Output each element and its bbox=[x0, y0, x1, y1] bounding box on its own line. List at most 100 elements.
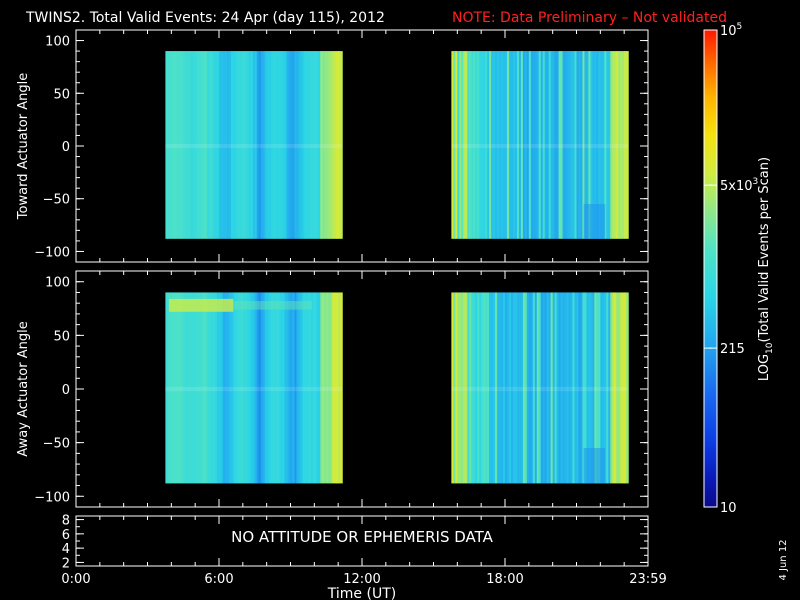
heatmap-column bbox=[226, 292, 230, 484]
heatmap-column bbox=[600, 292, 603, 484]
heatmap-column bbox=[211, 51, 214, 239]
heatmap-column bbox=[518, 51, 522, 239]
heatmap-column bbox=[236, 51, 240, 239]
heatmap-column bbox=[330, 292, 333, 484]
heatmap-column bbox=[193, 51, 196, 239]
heatmap-column bbox=[209, 292, 212, 484]
heatmap-column bbox=[526, 51, 530, 239]
heatmap-column bbox=[582, 51, 586, 239]
heatmap-column bbox=[240, 51, 244, 239]
heatmap-column bbox=[487, 51, 490, 239]
heatmap-column bbox=[608, 292, 611, 484]
heatmap-column bbox=[592, 51, 595, 239]
heatmap-column bbox=[191, 51, 194, 239]
zero-angle-seam bbox=[451, 386, 629, 392]
heatmap-column bbox=[554, 292, 558, 484]
heatmap-column bbox=[586, 292, 590, 484]
heatmap-column bbox=[219, 51, 222, 239]
heatmap-column bbox=[173, 51, 176, 239]
heatmap-column bbox=[199, 292, 202, 484]
heatmap-column bbox=[215, 292, 218, 484]
heatmap-column bbox=[483, 51, 486, 239]
heatmap-column bbox=[167, 292, 170, 484]
colorbar-tick-label: 5x103 bbox=[720, 177, 758, 194]
heatmap-column bbox=[264, 51, 268, 239]
heatmap-column bbox=[238, 292, 242, 484]
heatmap-column bbox=[252, 51, 256, 239]
heatmap-column bbox=[477, 292, 480, 484]
heatmap-column bbox=[286, 51, 290, 239]
y-tick-label: 100 bbox=[45, 35, 70, 50]
colorbar-label-rest: (Total Valid Events per Scan) bbox=[757, 157, 772, 343]
heatmap-column bbox=[524, 292, 528, 484]
heatmap-column bbox=[518, 292, 522, 484]
heatmap-column bbox=[250, 292, 254, 484]
heatmap-column bbox=[536, 292, 540, 484]
heatmap-column bbox=[608, 51, 611, 239]
heatmap-column bbox=[224, 292, 228, 484]
heatmap-column bbox=[250, 51, 254, 239]
heatmap-column bbox=[556, 292, 560, 484]
heatmap-column bbox=[230, 51, 234, 239]
heatmap-column bbox=[495, 51, 498, 239]
heatmap-column bbox=[451, 51, 454, 239]
heatmap-column bbox=[316, 51, 319, 239]
heatmap-column bbox=[534, 51, 538, 239]
heatmap-column bbox=[616, 51, 619, 239]
heatmap-column bbox=[177, 51, 180, 239]
heatmap-column bbox=[491, 292, 494, 484]
heatmap-column bbox=[336, 292, 339, 484]
heatmap-column bbox=[572, 292, 576, 484]
heatmap-column bbox=[481, 51, 484, 239]
colorbar-gradient bbox=[704, 30, 717, 507]
heatmap-column bbox=[298, 51, 302, 239]
heatmap-column bbox=[304, 51, 307, 239]
heatmap-column bbox=[314, 292, 317, 484]
heatmap-column bbox=[298, 292, 302, 484]
heatmap-column bbox=[626, 51, 629, 239]
heatmap-column bbox=[475, 292, 478, 484]
heatmap-column bbox=[540, 51, 544, 239]
heatmap-column bbox=[526, 292, 530, 484]
heatmap-column bbox=[497, 292, 500, 484]
heatmap-column bbox=[270, 292, 274, 484]
heatmap-column bbox=[582, 292, 586, 484]
heatmap-column bbox=[570, 292, 574, 484]
heatmap-column bbox=[248, 51, 252, 239]
heatmap-column bbox=[280, 292, 284, 484]
heatmap-column bbox=[207, 51, 210, 239]
x-tick-label: 18:00 bbox=[486, 572, 523, 587]
zero-angle-seam bbox=[451, 143, 629, 149]
heatmap-column bbox=[290, 51, 294, 239]
heatmap-column bbox=[596, 292, 599, 484]
heatmap-column bbox=[497, 51, 500, 239]
heatmap-column bbox=[294, 292, 298, 484]
heatmap-column bbox=[465, 51, 468, 239]
zero-angle-seam bbox=[165, 143, 343, 149]
heatmap-column bbox=[306, 51, 309, 239]
heatmap-column bbox=[308, 292, 311, 484]
heatmap-column bbox=[588, 51, 592, 239]
panel-away: 100 50 0 −50 −100 Away Actuator Angle bbox=[16, 270, 649, 508]
heatmap-column bbox=[475, 51, 478, 239]
heatmap-column bbox=[242, 51, 246, 239]
heatmap-column bbox=[179, 292, 182, 484]
heatmap-column bbox=[514, 51, 518, 239]
heatmap-column bbox=[338, 51, 341, 239]
heatmap-column bbox=[590, 292, 593, 484]
heatmap-column bbox=[334, 51, 337, 239]
heatmap-column bbox=[544, 292, 548, 484]
heatmap-column bbox=[268, 51, 272, 239]
heatmap-column bbox=[169, 292, 172, 484]
heatmap-column bbox=[322, 292, 325, 484]
heatmap-column bbox=[306, 292, 309, 484]
heatmap-column bbox=[181, 51, 184, 239]
heatmap-column bbox=[516, 51, 520, 239]
heatmap-column bbox=[568, 292, 572, 484]
heatmap-column bbox=[538, 292, 542, 484]
heatmap-column bbox=[560, 51, 564, 239]
heatmap-column bbox=[276, 292, 280, 484]
heatmap-column bbox=[493, 51, 496, 239]
